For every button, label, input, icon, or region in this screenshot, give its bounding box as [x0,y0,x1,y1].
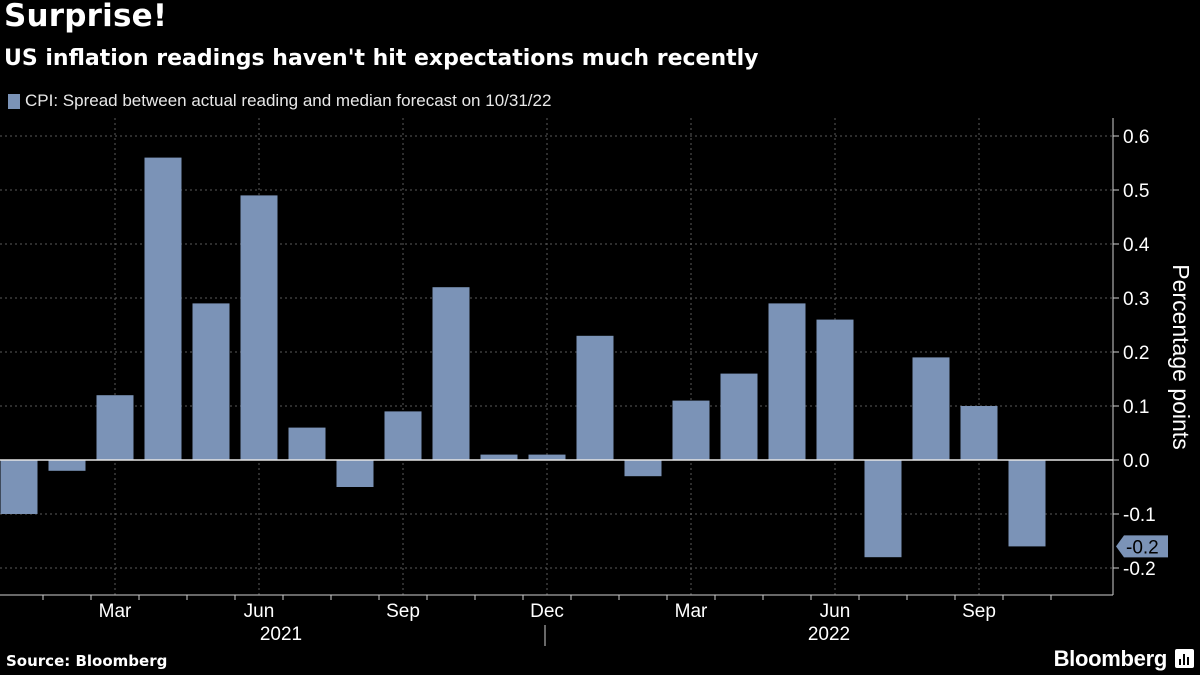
bar [144,157,182,460]
brand-logo: Bloomberg [1053,646,1168,671]
y-tick-label: 0.0 [1123,451,1149,472]
y-tick-label: 0.4 [1123,235,1150,256]
bar [336,460,374,487]
y-tick-label: 0.6 [1123,127,1149,148]
bars [0,157,1046,558]
y-tick-label: -0.1 [1123,505,1156,526]
x-tick-label: Sep [386,601,420,622]
y-tick-label: 0.5 [1123,181,1149,202]
bar [1008,460,1046,547]
x-tick-label: Mar [99,601,132,622]
last-value-callout [1116,535,1168,558]
y-tick-label: -0.2 [1123,559,1156,580]
year-label: 2021 [260,624,302,645]
legend: CPI: Spread between actual reading and m… [8,91,551,111]
bar [240,195,278,460]
year-label: 2022 [808,624,850,645]
bar [192,303,230,460]
chart-title: Surprise! [4,0,168,34]
bar [480,454,518,460]
bar [768,303,806,460]
x-tick-label: Jun [820,601,851,622]
x-tick-label: Sep [962,601,996,622]
bar [384,411,422,460]
bar-chart-icon [1175,649,1194,668]
legend-swatch [8,93,20,109]
bar [96,395,134,460]
x-tick-label: Jun [244,601,275,622]
source-note: Source: Bloomberg [6,652,168,670]
x-tick-label: Dec [530,601,564,622]
x-tick-label: Mar [675,601,708,622]
bar [576,335,614,460]
bar [960,406,998,460]
bar [672,400,710,460]
y-axis-title: Percentage points [1168,264,1194,449]
bar [528,454,566,460]
bar [864,460,902,558]
bar [624,460,662,477]
bar [288,427,326,460]
y-tick-label: 0.2 [1123,343,1149,364]
bar [720,373,758,460]
bar [432,287,470,460]
chart-subtitle: US inflation readings haven't hit expect… [4,46,759,71]
bar [912,357,950,460]
axes: 0.6 0.5 0.4 0.3 0.2 0.1 0.0 -0.1 -0.2 Mar Jun Sep De… [0,118,1194,646]
legend-label: CPI: Spread between actual reading and m… [25,91,552,110]
bar [0,460,38,514]
bar [48,460,86,471]
bar [816,319,854,460]
last-value-label: -0.2 [1126,537,1159,558]
y-tick-label: 0.3 [1123,289,1149,310]
y-tick-label: 0.1 [1123,397,1149,418]
